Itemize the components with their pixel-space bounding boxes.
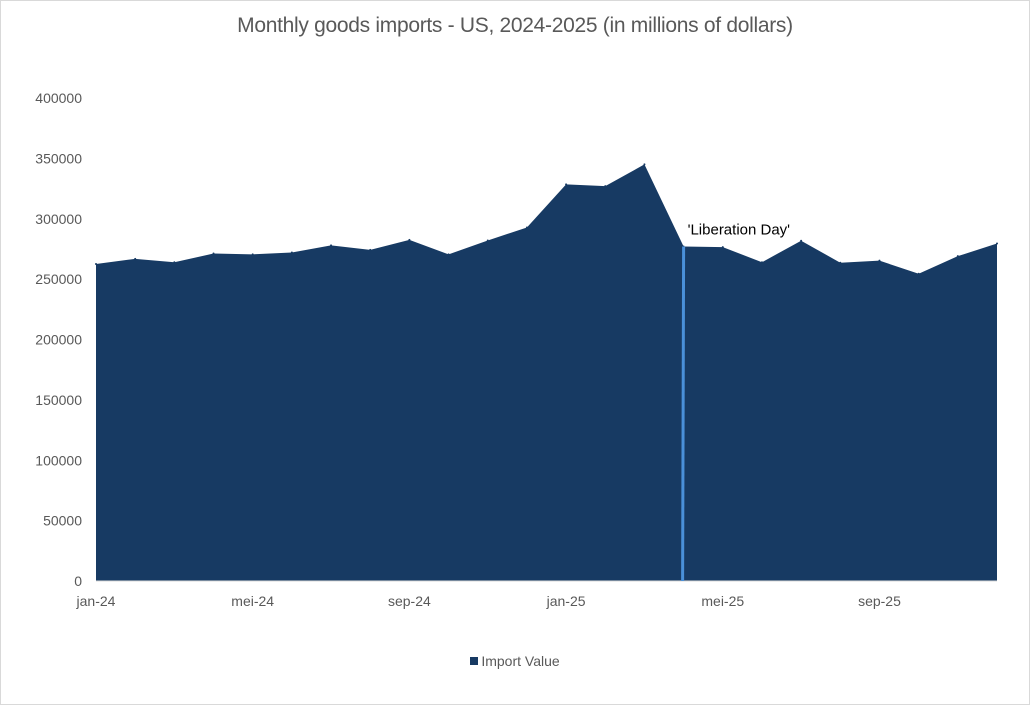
data-point (643, 163, 646, 166)
x-tick-label: sep-25 (858, 593, 901, 609)
area-series-import-value (96, 164, 997, 581)
data-point (290, 251, 293, 254)
data-point (330, 244, 333, 247)
chart-title: Monthly goods imports - US, 2024-2025 (i… (237, 14, 793, 37)
x-tick-label: mei-25 (701, 593, 744, 609)
y-tick-label: 100000 (35, 452, 82, 468)
data-point (604, 185, 607, 188)
y-tick-label: 150000 (35, 392, 82, 408)
data-point (447, 253, 450, 256)
data-point (251, 253, 254, 256)
data-point (408, 238, 411, 241)
y-tick-label: 0 (74, 573, 82, 589)
annotation-label: 'Liberation Day' (688, 222, 791, 239)
y-tick-label: 350000 (35, 150, 82, 166)
x-tick-label: mei-24 (231, 593, 274, 609)
data-point (760, 261, 763, 264)
y-tick-label: 400000 (35, 90, 82, 106)
legend-swatch (470, 657, 479, 665)
x-tick-label: jan-24 (76, 593, 116, 609)
y-tick-label: 250000 (35, 271, 82, 287)
y-tick-label: 300000 (35, 211, 82, 227)
data-point (839, 261, 842, 264)
data-point (721, 246, 724, 249)
y-tick-label: 50000 (43, 513, 82, 529)
data-point (212, 252, 215, 255)
y-tick-label: 200000 (35, 332, 82, 348)
data-point (369, 248, 372, 251)
legend-label: Import Value (481, 653, 560, 669)
data-point (800, 239, 803, 242)
data-point (565, 183, 568, 186)
data-point (95, 263, 97, 266)
x-tick-label: sep-24 (388, 593, 431, 609)
data-point (134, 257, 137, 260)
legend: Import Value (0, 653, 1030, 669)
data-point (173, 261, 176, 264)
data-point (525, 226, 528, 229)
data-point (917, 272, 920, 275)
data-point (486, 239, 489, 242)
data-point (956, 255, 959, 258)
x-tick-label: jan-25 (546, 593, 586, 609)
annotation-line (681, 246, 686, 582)
data-point (996, 242, 998, 245)
data-point (878, 259, 881, 262)
